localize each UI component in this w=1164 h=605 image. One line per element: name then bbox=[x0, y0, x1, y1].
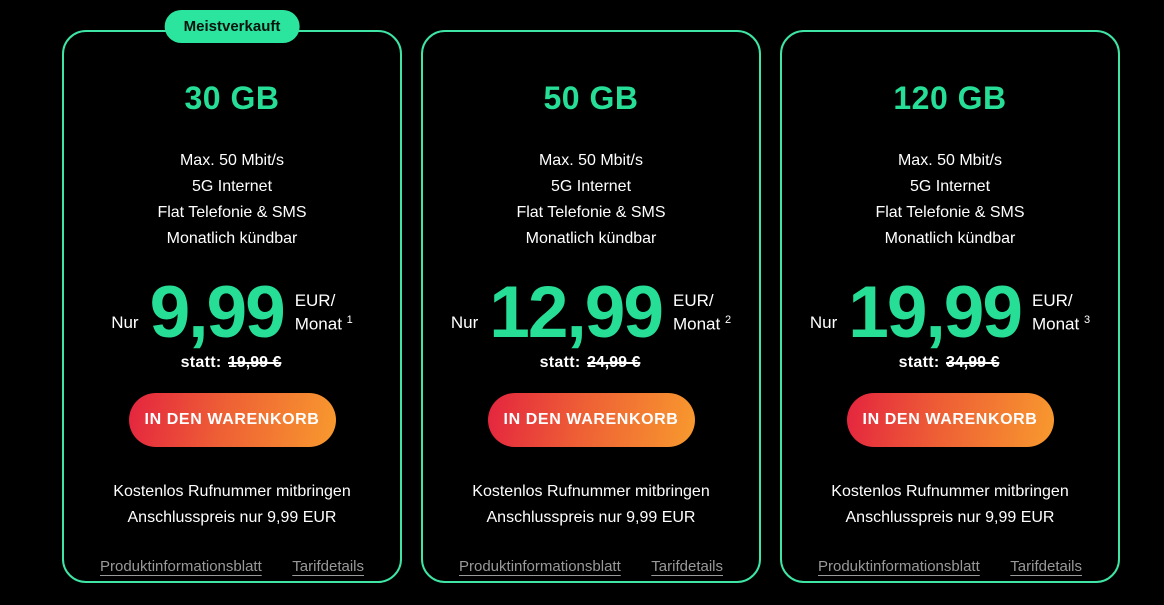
feature-item-cancelable: Monatlich kündbar bbox=[525, 230, 657, 247]
pricing-cards-row: Meistverkauft 30 GB Max. 50 Mbit/s 5G In… bbox=[62, 10, 1164, 583]
price-unit: EUR/ Monat 2 bbox=[673, 290, 731, 337]
feature-item-flat: Flat Telefonie & SMS bbox=[516, 204, 666, 221]
bestseller-badge: Meistverkauft bbox=[164, 10, 300, 43]
tarifdetails-link[interactable]: Tarifdetails bbox=[292, 558, 364, 576]
price-unit-currency: EUR/ bbox=[672, 291, 714, 311]
old-price: 19,99 € bbox=[227, 354, 282, 372]
price-unit-currency: EUR/ bbox=[1031, 291, 1073, 311]
feature-list: Max. 50 Mbit/s 5G Internet Flat Telefoni… bbox=[516, 148, 665, 252]
feature-item-speed: Max. 50 Mbit/s bbox=[179, 152, 284, 169]
price-unit-currency: EUR/ bbox=[294, 291, 336, 311]
links-row: Produktinformationsblatt Tarifdetails bbox=[64, 558, 400, 575]
add-to-cart-button[interactable]: IN DEN WARENKORB bbox=[846, 393, 1054, 448]
plan-card-50gb: 50 GB Max. 50 Mbit/s 5G Internet Flat Te… bbox=[421, 30, 761, 583]
plan-notes: Kostenlos Rufnummer mitbringen Anschluss… bbox=[472, 479, 709, 531]
statt-label: statt: bbox=[180, 354, 222, 372]
feature-item-5g: 5G Internet bbox=[191, 178, 273, 195]
old-price-row: statt: 24,99 € bbox=[540, 354, 643, 372]
plan-card-120gb: 120 GB Max. 50 Mbit/s 5G Internet Flat T… bbox=[780, 30, 1120, 583]
price-prefix: Nur bbox=[450, 312, 479, 332]
note-connection-fee: Anschlusspreis nur 9,99 EUR bbox=[127, 509, 337, 527]
produktinformationsblatt-link[interactable]: Produktinformationsblatt bbox=[818, 558, 980, 576]
tarifdetails-link[interactable]: Tarifdetails bbox=[651, 558, 723, 576]
old-price: 34,99 € bbox=[945, 354, 1000, 372]
price-unit-period: Monat bbox=[1031, 315, 1080, 334]
produktinformationsblatt-link[interactable]: Produktinformationsblatt bbox=[459, 558, 621, 576]
plan-notes: Kostenlos Rufnummer mitbringen Anschluss… bbox=[831, 479, 1068, 531]
add-to-cart-button[interactable]: IN DEN WARENKORB bbox=[128, 393, 336, 448]
feature-item-flat: Flat Telefonie & SMS bbox=[875, 204, 1025, 221]
old-price-row: statt: 19,99 € bbox=[181, 354, 284, 372]
plan-card-30gb: Meistverkauft 30 GB Max. 50 Mbit/s 5G In… bbox=[62, 10, 402, 583]
add-to-cart-button[interactable]: IN DEN WARENKORB bbox=[487, 393, 695, 448]
note-keep-number: Kostenlos Rufnummer mitbringen bbox=[472, 483, 710, 501]
plan-title: 50 GB bbox=[543, 80, 639, 116]
statt-label: statt: bbox=[539, 354, 581, 372]
feature-list: Max. 50 Mbit/s 5G Internet Flat Telefoni… bbox=[875, 148, 1024, 252]
price-prefix: Nur bbox=[111, 312, 139, 332]
footnote-number: 2 bbox=[724, 314, 732, 327]
plan-notes: Kostenlos Rufnummer mitbringen Anschluss… bbox=[113, 479, 350, 531]
feature-item-5g: 5G Internet bbox=[909, 178, 991, 195]
price-prefix: Nur bbox=[809, 312, 838, 332]
note-keep-number: Kostenlos Rufnummer mitbringen bbox=[831, 483, 1069, 501]
footnote-number: 1 bbox=[346, 314, 353, 327]
note-keep-number: Kostenlos Rufnummer mitbringen bbox=[113, 483, 351, 501]
feature-item-5g: 5G Internet bbox=[550, 178, 632, 195]
old-price: 24,99 € bbox=[586, 354, 641, 372]
plan-title: 120 GB bbox=[893, 80, 1007, 116]
price-value: 12,99 bbox=[489, 272, 664, 353]
statt-label: statt: bbox=[898, 354, 940, 372]
produktinformationsblatt-link[interactable]: Produktinformationsblatt bbox=[100, 558, 262, 576]
old-price-row: statt: 34,99 € bbox=[899, 354, 1002, 372]
bestseller-badge-label: Meistverkauft bbox=[183, 18, 281, 35]
feature-item-flat: Flat Telefonie & SMS bbox=[157, 204, 307, 221]
price-unit: EUR/ Monat 3 bbox=[1032, 290, 1090, 337]
links-row: Produktinformationsblatt Tarifdetails bbox=[782, 558, 1118, 575]
price-unit: EUR/ Monat 1 bbox=[295, 290, 353, 337]
feature-list: Max. 50 Mbit/s 5G Internet Flat Telefoni… bbox=[157, 148, 306, 252]
footnote-number: 3 bbox=[1083, 314, 1091, 327]
price-unit-period: Monat bbox=[294, 315, 342, 334]
plan-title: 30 GB bbox=[184, 80, 280, 116]
feature-item-cancelable: Monatlich kündbar bbox=[166, 230, 298, 247]
price-value: 9,99 bbox=[149, 272, 286, 353]
note-connection-fee: Anschlusspreis nur 9,99 EUR bbox=[486, 509, 696, 527]
feature-item-speed: Max. 50 Mbit/s bbox=[897, 152, 1002, 169]
price-row: Nur 19,99 EUR/ Monat 3 bbox=[782, 272, 1118, 353]
price-row: Nur 12,99 EUR/ Monat 2 bbox=[423, 272, 759, 353]
feature-item-speed: Max. 50 Mbit/s bbox=[538, 152, 643, 169]
links-row: Produktinformationsblatt Tarifdetails bbox=[423, 558, 759, 575]
price-value: 19,99 bbox=[848, 272, 1023, 353]
tarifdetails-link[interactable]: Tarifdetails bbox=[1010, 558, 1082, 576]
feature-item-cancelable: Monatlich kündbar bbox=[884, 230, 1016, 247]
note-connection-fee: Anschlusspreis nur 9,99 EUR bbox=[845, 509, 1055, 527]
price-row: Nur 9,99 EUR/ Monat 1 bbox=[64, 272, 400, 353]
price-unit-period: Monat bbox=[672, 315, 721, 334]
